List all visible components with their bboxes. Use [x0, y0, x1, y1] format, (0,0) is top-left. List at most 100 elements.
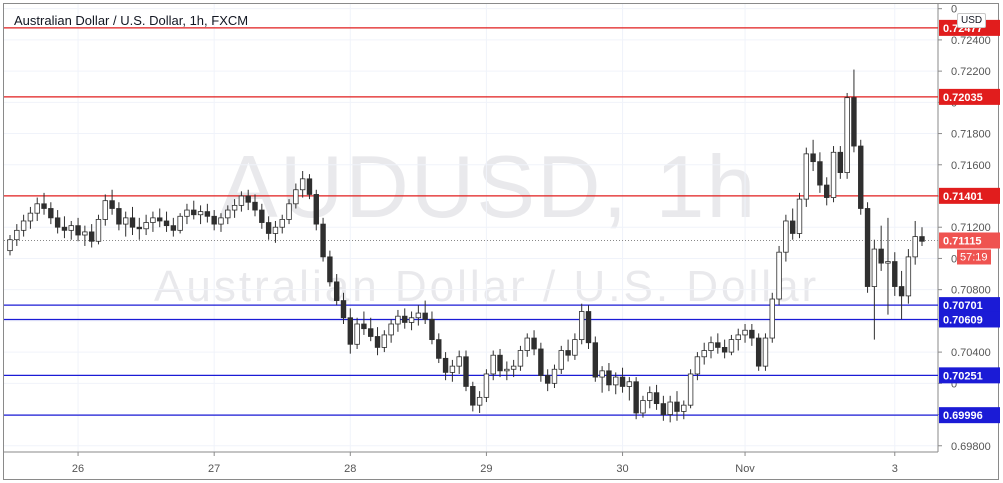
candle-up — [599, 370, 605, 378]
candle-down — [892, 261, 898, 287]
candle-up — [844, 97, 850, 173]
level-label: 0.69996 — [943, 410, 983, 422]
candle-down — [531, 337, 537, 350]
candle-up — [408, 317, 415, 323]
candle-up — [415, 312, 422, 319]
candle-down — [333, 281, 340, 301]
candle-down — [313, 194, 319, 225]
candle-up — [681, 404, 687, 412]
candle-down — [136, 226, 143, 230]
candle-up — [885, 261, 891, 264]
candle-up — [871, 248, 878, 287]
candle-down — [619, 376, 626, 387]
candle-up — [524, 337, 530, 351]
candle-up — [504, 368, 510, 372]
candle-up — [694, 356, 701, 375]
chart-frame: AUDUSD, 1h Australian Dollar / U.S. Doll… — [3, 3, 1000, 481]
candle-up — [830, 151, 837, 198]
y-tick-label: 0.72400 — [951, 35, 991, 47]
candle-down — [429, 318, 435, 341]
candle-down — [109, 200, 115, 209]
candle-down — [660, 403, 667, 415]
candle-up — [613, 376, 619, 386]
candle-up — [912, 236, 918, 258]
level-label-bg — [939, 297, 1000, 314]
y-tick-label: 0.71600 — [951, 160, 991, 172]
candle-up — [238, 195, 245, 206]
candle-up — [299, 178, 306, 191]
candle-up — [483, 373, 490, 398]
currency-badge[interactable]: USD — [957, 13, 987, 28]
candle-up — [762, 337, 769, 367]
candle-down — [442, 357, 449, 373]
candle-down — [422, 312, 428, 320]
candle-down — [653, 392, 660, 405]
candle-up — [572, 339, 578, 356]
candle-down — [170, 225, 177, 231]
candle-up — [395, 315, 401, 325]
candle-up — [776, 251, 782, 300]
candle-up — [803, 153, 809, 200]
candle-down — [41, 203, 47, 209]
level-label-bg — [939, 88, 1000, 105]
candle-down — [837, 151, 844, 173]
candle-up — [102, 200, 108, 220]
candle-down — [565, 350, 571, 356]
candle-up — [177, 215, 183, 231]
candle-up — [279, 219, 285, 228]
candle-up — [551, 368, 558, 384]
level-label-bg — [939, 407, 1000, 424]
watermark-name: Australian Dollar / U.S. Dollar — [154, 262, 820, 311]
y-tick-label: 0.72200 — [951, 66, 991, 78]
candle-up — [647, 392, 653, 401]
candle-down — [824, 184, 830, 198]
candle-up — [20, 220, 27, 231]
candle-down — [674, 401, 680, 412]
level-label: 0.70701 — [943, 300, 983, 312]
candle-up — [27, 212, 34, 222]
candle-down — [374, 336, 381, 348]
candle-down — [864, 208, 871, 287]
candle-down — [75, 225, 81, 236]
candle-up — [456, 356, 462, 367]
candle-down — [633, 381, 639, 414]
candle-up — [231, 204, 238, 211]
grid — [4, 4, 938, 452]
candle-up — [34, 203, 40, 214]
candle-up — [708, 342, 714, 351]
level-label-bg — [939, 367, 1000, 384]
price-chart[interactable]: 0.69800000.7040000.7080000.7120000.71600… — [4, 4, 1000, 481]
candle-up — [354, 323, 360, 345]
x-tick-label: 28 — [344, 463, 356, 475]
candle-down — [61, 226, 68, 231]
candle-down — [204, 211, 211, 217]
candle-down — [402, 315, 408, 323]
x-tick-label: Nov — [735, 463, 755, 475]
candle-down — [606, 370, 612, 386]
candle-down — [749, 329, 755, 339]
candle-up — [381, 334, 388, 348]
candle-down — [157, 217, 163, 222]
candle-down — [245, 195, 251, 203]
candle-up — [14, 229, 20, 241]
candle-down — [463, 356, 469, 387]
candle-down — [497, 354, 503, 372]
last-price-label: 0.71115 — [943, 235, 982, 247]
candle-down — [259, 209, 265, 223]
candle-up — [476, 396, 483, 406]
candle-up — [742, 329, 748, 336]
candle-up — [225, 209, 231, 219]
candle-up — [640, 400, 646, 414]
candle-down — [919, 236, 925, 242]
candle-up — [150, 217, 156, 223]
level-label-bg — [939, 311, 1000, 328]
candle-down — [878, 248, 884, 264]
candle-down — [898, 286, 905, 297]
candle-down — [320, 223, 326, 258]
level-label-bg — [939, 187, 1000, 204]
candle-up — [579, 311, 585, 341]
candle-down — [368, 328, 374, 337]
candle-up — [388, 323, 394, 336]
candle-up — [626, 381, 633, 387]
x-tick-label: 26 — [72, 463, 84, 475]
